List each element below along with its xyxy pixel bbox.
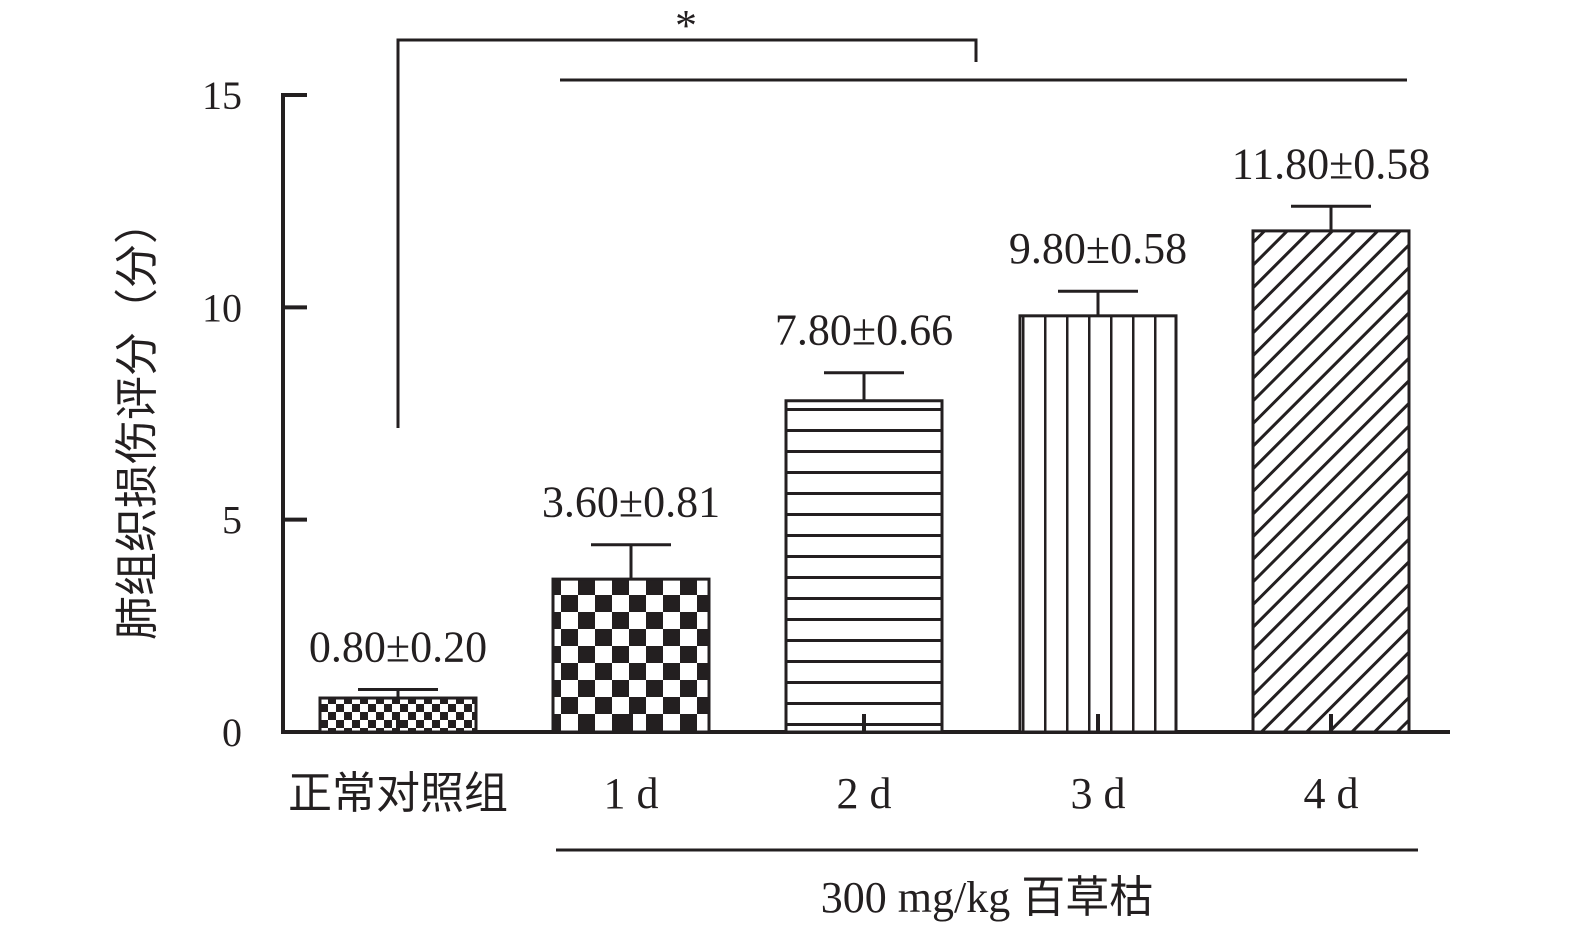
data-label-4: 11.80±0.58	[1232, 139, 1431, 188]
bar-1	[551, 577, 711, 734]
category-label-1: 1 d	[604, 769, 659, 818]
bars: 0.80±0.20 正常对照组 3.60±0.81 1 d 7.80±0.66 2 d 9.…	[288, 139, 1430, 818]
bar-4	[1251, 229, 1411, 734]
bar-3	[1018, 314, 1178, 734]
y-tick-label: 0	[222, 710, 242, 755]
significance-marker: *	[675, 1, 697, 50]
y-tick-label: 15	[202, 73, 242, 118]
category-label-2: 2 d	[837, 769, 892, 818]
y-tick-label: 10	[202, 285, 242, 330]
y-tick-label: 5	[222, 498, 242, 543]
group-label: 300 mg/kg 百草枯	[821, 873, 1153, 922]
significance-bracket	[396, 38, 978, 428]
category-label-4: 4 d	[1304, 769, 1359, 818]
data-label-2: 7.80±0.66	[775, 306, 953, 355]
annotations: 300 mg/kg 百草枯 *	[396, 1, 1418, 922]
y-axis-label: 肺组织损伤评分（分）	[113, 200, 162, 640]
data-label-1: 3.60±0.81	[542, 478, 720, 527]
bar-2	[784, 399, 944, 734]
category-label-0: 正常对照组	[288, 769, 508, 818]
category-label-3: 3 d	[1071, 769, 1126, 818]
data-label-0: 0.80±0.20	[309, 623, 487, 672]
data-label-3: 9.80±0.58	[1009, 224, 1187, 273]
